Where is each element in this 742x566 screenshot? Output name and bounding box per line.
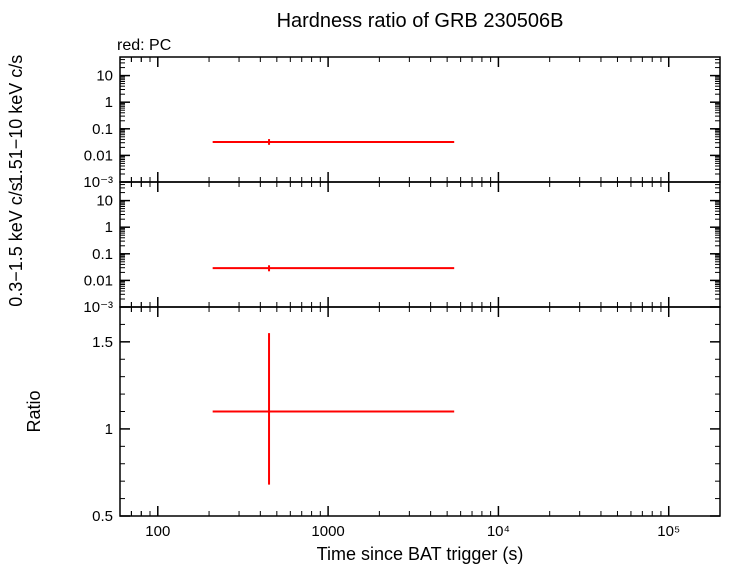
y-axis-label-hard-band: 1.51−10 keV c/s [6,55,26,185]
x-axis-label: Time since BAT trigger (s) [317,544,524,564]
svg-text:0.1: 0.1 [92,121,113,138]
hardness-ratio-chart: Hardness ratio of GRB 230506B red: PC Ti… [0,0,742,566]
svg-text:10⁴: 10⁴ [487,523,510,540]
svg-text:100: 100 [145,523,170,540]
svg-text:0.5: 0.5 [92,508,113,525]
svg-text:0.01: 0.01 [84,147,113,164]
y-axis-label-ratio: Ratio [24,390,44,432]
panel-frame-soft-band [120,182,720,307]
svg-text:1: 1 [105,94,113,111]
svg-text:1: 1 [105,219,113,236]
svg-text:1.5: 1.5 [92,334,113,351]
svg-text:10⁵: 10⁵ [657,523,680,540]
svg-text:1000: 1000 [311,523,344,540]
svg-text:10: 10 [96,193,113,210]
y-axis-label-soft-band: 0.3−1.5 keV c/s [6,182,26,307]
svg-text:1: 1 [105,421,113,438]
chart-title: Hardness ratio of GRB 230506B [277,10,564,32]
svg-text:0.01: 0.01 [84,272,113,289]
svg-text:10: 10 [96,68,113,85]
svg-text:0.1: 0.1 [92,246,113,263]
svg-text:10⁻³: 10⁻³ [83,174,113,191]
panel-frame-hard-band [120,57,720,182]
svg-text:10⁻³: 10⁻³ [83,299,113,316]
legend-annotation: red: PC [117,37,171,54]
